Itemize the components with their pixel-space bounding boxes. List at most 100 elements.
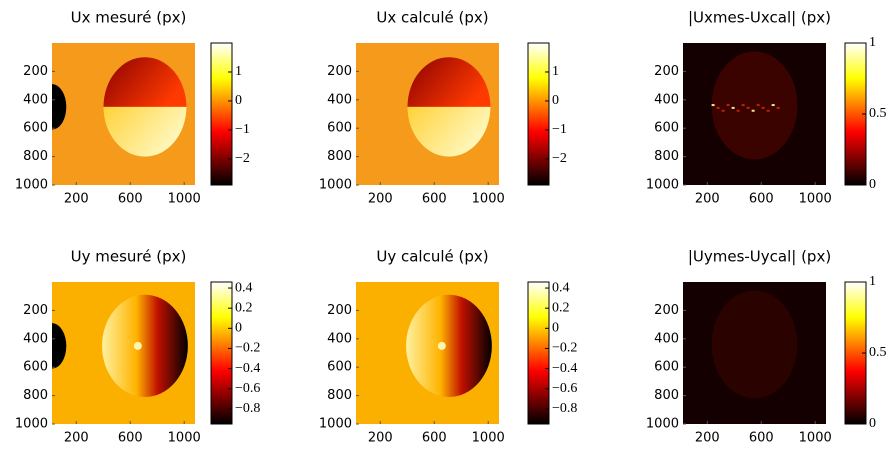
noise — [756, 104, 760, 107]
dark-region — [52, 323, 67, 369]
image — [356, 282, 499, 424]
panel-title: Uy mesuré (px) — [71, 248, 187, 266]
x-tick-label: 1000 — [472, 431, 505, 446]
colorbar-tick-label: 0.4 — [552, 280, 570, 295]
colorbar-tick-label: −1 — [552, 122, 567, 137]
disc — [711, 51, 798, 160]
noise — [766, 109, 770, 112]
y-tick-label: 400 — [654, 331, 679, 346]
y-tick-label: 400 — [327, 331, 352, 346]
panel-title: |Uymes-Uycal| (px) — [688, 248, 831, 266]
panel-title: Ux calculé (px) — [376, 9, 488, 27]
colorbar-tick-label: 0 — [235, 93, 242, 108]
colorbar-tick-label: 0 — [869, 416, 876, 431]
colorbar-tick-label: 1 — [552, 64, 559, 79]
noise — [776, 106, 780, 109]
image — [356, 43, 499, 185]
y-tick-label: 200 — [654, 303, 679, 318]
x-tick-label: 600 — [749, 192, 774, 207]
colorbar-tick-label: 0.5 — [869, 345, 887, 360]
x-tick-label: 600 — [118, 431, 143, 446]
noise — [721, 109, 725, 112]
noise — [716, 106, 720, 109]
colorbar-tick-label: −0.8 — [552, 401, 577, 416]
colorbar-tick-label: −0.8 — [235, 401, 260, 416]
upper-half — [407, 57, 491, 107]
x-tick-label: 600 — [749, 431, 774, 446]
y-tick-label: 800 — [23, 388, 48, 403]
x-tick-label: 200 — [64, 431, 89, 446]
y-tick-label: 400 — [654, 92, 679, 107]
noise — [751, 109, 755, 112]
y-tick-label: 400 — [327, 92, 352, 107]
y-tick-label: 1000 — [319, 417, 352, 432]
colorbar-tick-label: 1 — [869, 35, 876, 50]
noise — [731, 106, 735, 109]
colorbar-tick-label: 0 — [235, 321, 242, 336]
center-spot — [133, 341, 142, 350]
panel-title: Uy calculé (px) — [376, 248, 488, 266]
colorbar-tick-label: 0 — [552, 321, 559, 336]
panel-title: |Uxmes-Uxcal| (px) — [688, 9, 831, 27]
x-tick-label: 200 — [368, 192, 393, 207]
image — [52, 282, 195, 424]
noise — [746, 106, 750, 109]
colorbar-tick-label: −0.6 — [552, 381, 577, 396]
colorbar-tick-label: −2 — [235, 151, 250, 166]
y-tick-label: 400 — [23, 92, 48, 107]
disc — [406, 294, 492, 398]
colorbar-tick-label: 0 — [869, 177, 876, 192]
colorbar — [210, 281, 233, 425]
y-tick-label: 800 — [654, 149, 679, 164]
colorbar-tick-label: −0.2 — [552, 341, 577, 356]
colorbar-tick-label: −0.6 — [235, 381, 260, 396]
colorbar-tick-label: 0.4 — [235, 280, 253, 295]
y-tick-label: 600 — [327, 121, 352, 136]
x-tick-label: 1000 — [168, 192, 201, 207]
dark-region — [52, 84, 67, 130]
colorbar-tick-label: 0.5 — [869, 106, 887, 121]
colorbar-tick-label: −1 — [235, 122, 250, 137]
colorbar-tick-label: 1 — [235, 64, 242, 79]
image — [52, 43, 195, 185]
y-tick-label: 200 — [654, 64, 679, 79]
y-tick-label: 1000 — [646, 417, 679, 432]
y-tick-label: 800 — [327, 388, 352, 403]
colorbar-tick-label: 0.2 — [552, 300, 570, 315]
noise — [736, 109, 740, 112]
colorbar-tick-label: −2 — [552, 151, 567, 166]
y-tick-label: 200 — [23, 64, 48, 79]
y-tick-label: 600 — [654, 360, 679, 375]
x-tick-label: 600 — [422, 192, 447, 207]
colorbar-tick-label: 1 — [869, 274, 876, 289]
noise — [741, 104, 745, 107]
y-tick-label: 1000 — [319, 178, 352, 193]
y-tick-label: 200 — [327, 64, 352, 79]
y-tick-label: 800 — [327, 149, 352, 164]
y-tick-label: 600 — [23, 121, 48, 136]
center-spot — [437, 341, 446, 350]
x-tick-label: 1000 — [799, 431, 832, 446]
y-tick-label: 400 — [23, 331, 48, 346]
colorbar-tick-label: −0.4 — [552, 361, 577, 376]
y-tick-label: 800 — [23, 149, 48, 164]
lower-half — [407, 106, 491, 157]
y-tick-label: 600 — [654, 121, 679, 136]
x-tick-label: 200 — [695, 431, 720, 446]
y-tick-label: 800 — [654, 388, 679, 403]
colorbar-tick-label: −0.2 — [235, 341, 260, 356]
x-tick-label: 200 — [64, 192, 89, 207]
colorbar — [210, 42, 233, 186]
colorbar — [527, 42, 550, 186]
lower-half — [103, 106, 187, 157]
noise — [771, 104, 775, 107]
x-tick-label: 600 — [422, 431, 447, 446]
x-tick-label: 200 — [368, 431, 393, 446]
x-tick-label: 1000 — [472, 192, 505, 207]
y-tick-label: 200 — [23, 303, 48, 318]
disc — [102, 294, 188, 398]
image — [683, 43, 826, 185]
panel-title: Ux mesuré (px) — [71, 9, 187, 27]
x-tick-label: 200 — [695, 192, 720, 207]
